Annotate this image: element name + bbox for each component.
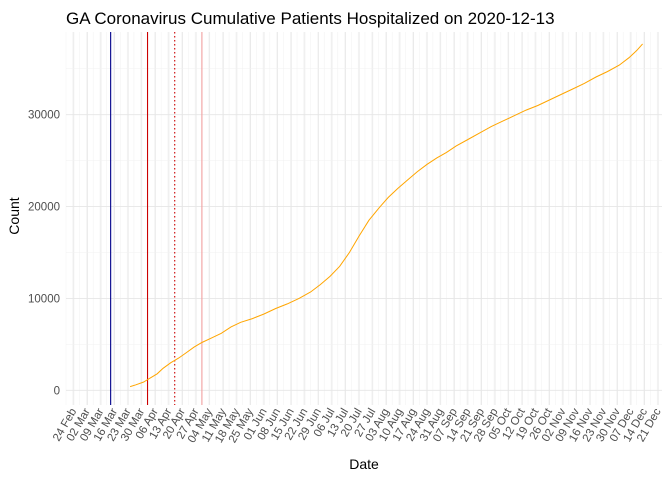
y-tick-label: 0	[54, 385, 60, 397]
y-axis-label: Count	[6, 197, 22, 234]
chart-title: GA Coronavirus Cumulative Patients Hospi…	[66, 9, 555, 28]
y-tick-label: 30000	[28, 110, 60, 122]
series-layer	[129, 43, 643, 388]
y-axis-ticks: 0 10000 20000 30000	[28, 110, 60, 398]
y-tick-label: 20000	[28, 202, 60, 214]
x-axis-label: Date	[349, 456, 379, 472]
series-line	[129, 43, 643, 388]
grid	[65, 32, 662, 405]
y-tick-label: 10000	[28, 293, 60, 305]
